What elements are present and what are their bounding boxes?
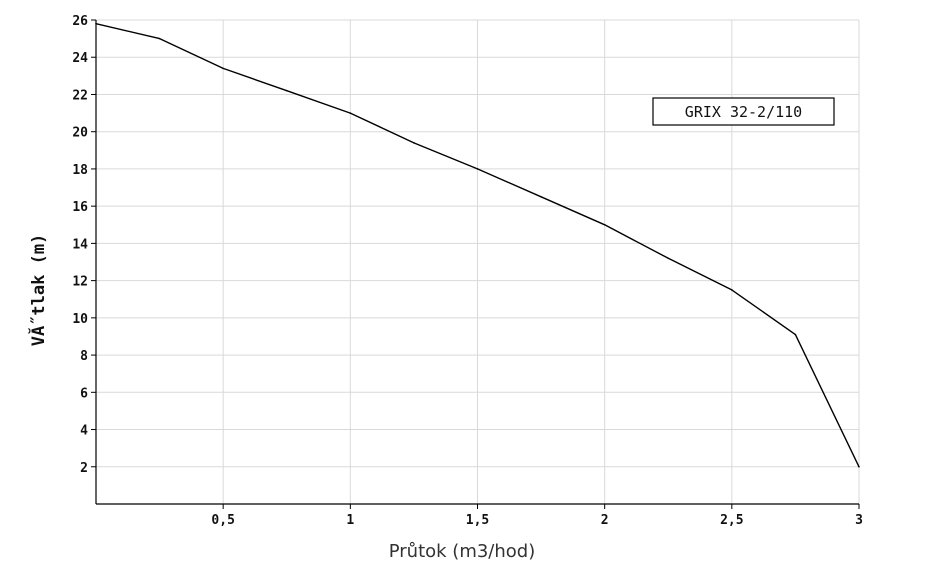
y-tick-label: 14 xyxy=(72,237,88,252)
y-tick-label: 16 xyxy=(72,200,88,215)
legend-box xyxy=(652,97,835,126)
y-tick-label: 22 xyxy=(72,88,88,103)
series-layer xyxy=(95,22,860,468)
data-point xyxy=(158,37,161,40)
y-tick-label: 2 xyxy=(80,461,88,476)
y-tick-label: 26 xyxy=(72,14,88,29)
legend: GRIX 32-2/110 xyxy=(652,97,835,126)
y-tick-label: 6 xyxy=(80,386,88,401)
y-tick-label: 4 xyxy=(80,424,88,439)
y-tick-label: 20 xyxy=(72,126,88,141)
data-point xyxy=(285,89,288,92)
y-tick-label: 10 xyxy=(72,312,88,327)
x-tick-label: 2 xyxy=(601,513,609,528)
y-tick-label: 8 xyxy=(80,349,88,364)
grid xyxy=(96,19,860,504)
data-point xyxy=(794,333,797,336)
data-point xyxy=(349,112,352,114)
data-point xyxy=(731,289,733,291)
data-point xyxy=(540,196,542,198)
y-tick-label: 18 xyxy=(72,163,88,178)
x-tick-label: 3 xyxy=(855,513,863,528)
y-tick-label: 12 xyxy=(72,275,88,290)
y-axis-title: VĂ˝tlak (m) xyxy=(27,234,49,347)
x-axis-title: Průtok (m3/hod) xyxy=(389,541,536,562)
legend-series-label: GRIX 32-2/110 xyxy=(685,103,802,121)
x-tick-label: 2,5 xyxy=(720,513,743,528)
data-point xyxy=(476,168,479,170)
data-point xyxy=(413,142,415,144)
data-point xyxy=(222,67,224,70)
data-point xyxy=(858,465,860,468)
x-tick-label: 1,5 xyxy=(466,513,489,528)
data-point xyxy=(95,22,97,25)
data-point xyxy=(667,257,670,260)
y-tick-label: 24 xyxy=(72,51,88,66)
x-ticks: 0,5 1 1,5 2 2,5 3 xyxy=(211,504,863,528)
x-tick-label: 1 xyxy=(346,513,354,528)
data-point xyxy=(603,223,606,226)
x-tick-label: 0,5 xyxy=(211,513,234,528)
